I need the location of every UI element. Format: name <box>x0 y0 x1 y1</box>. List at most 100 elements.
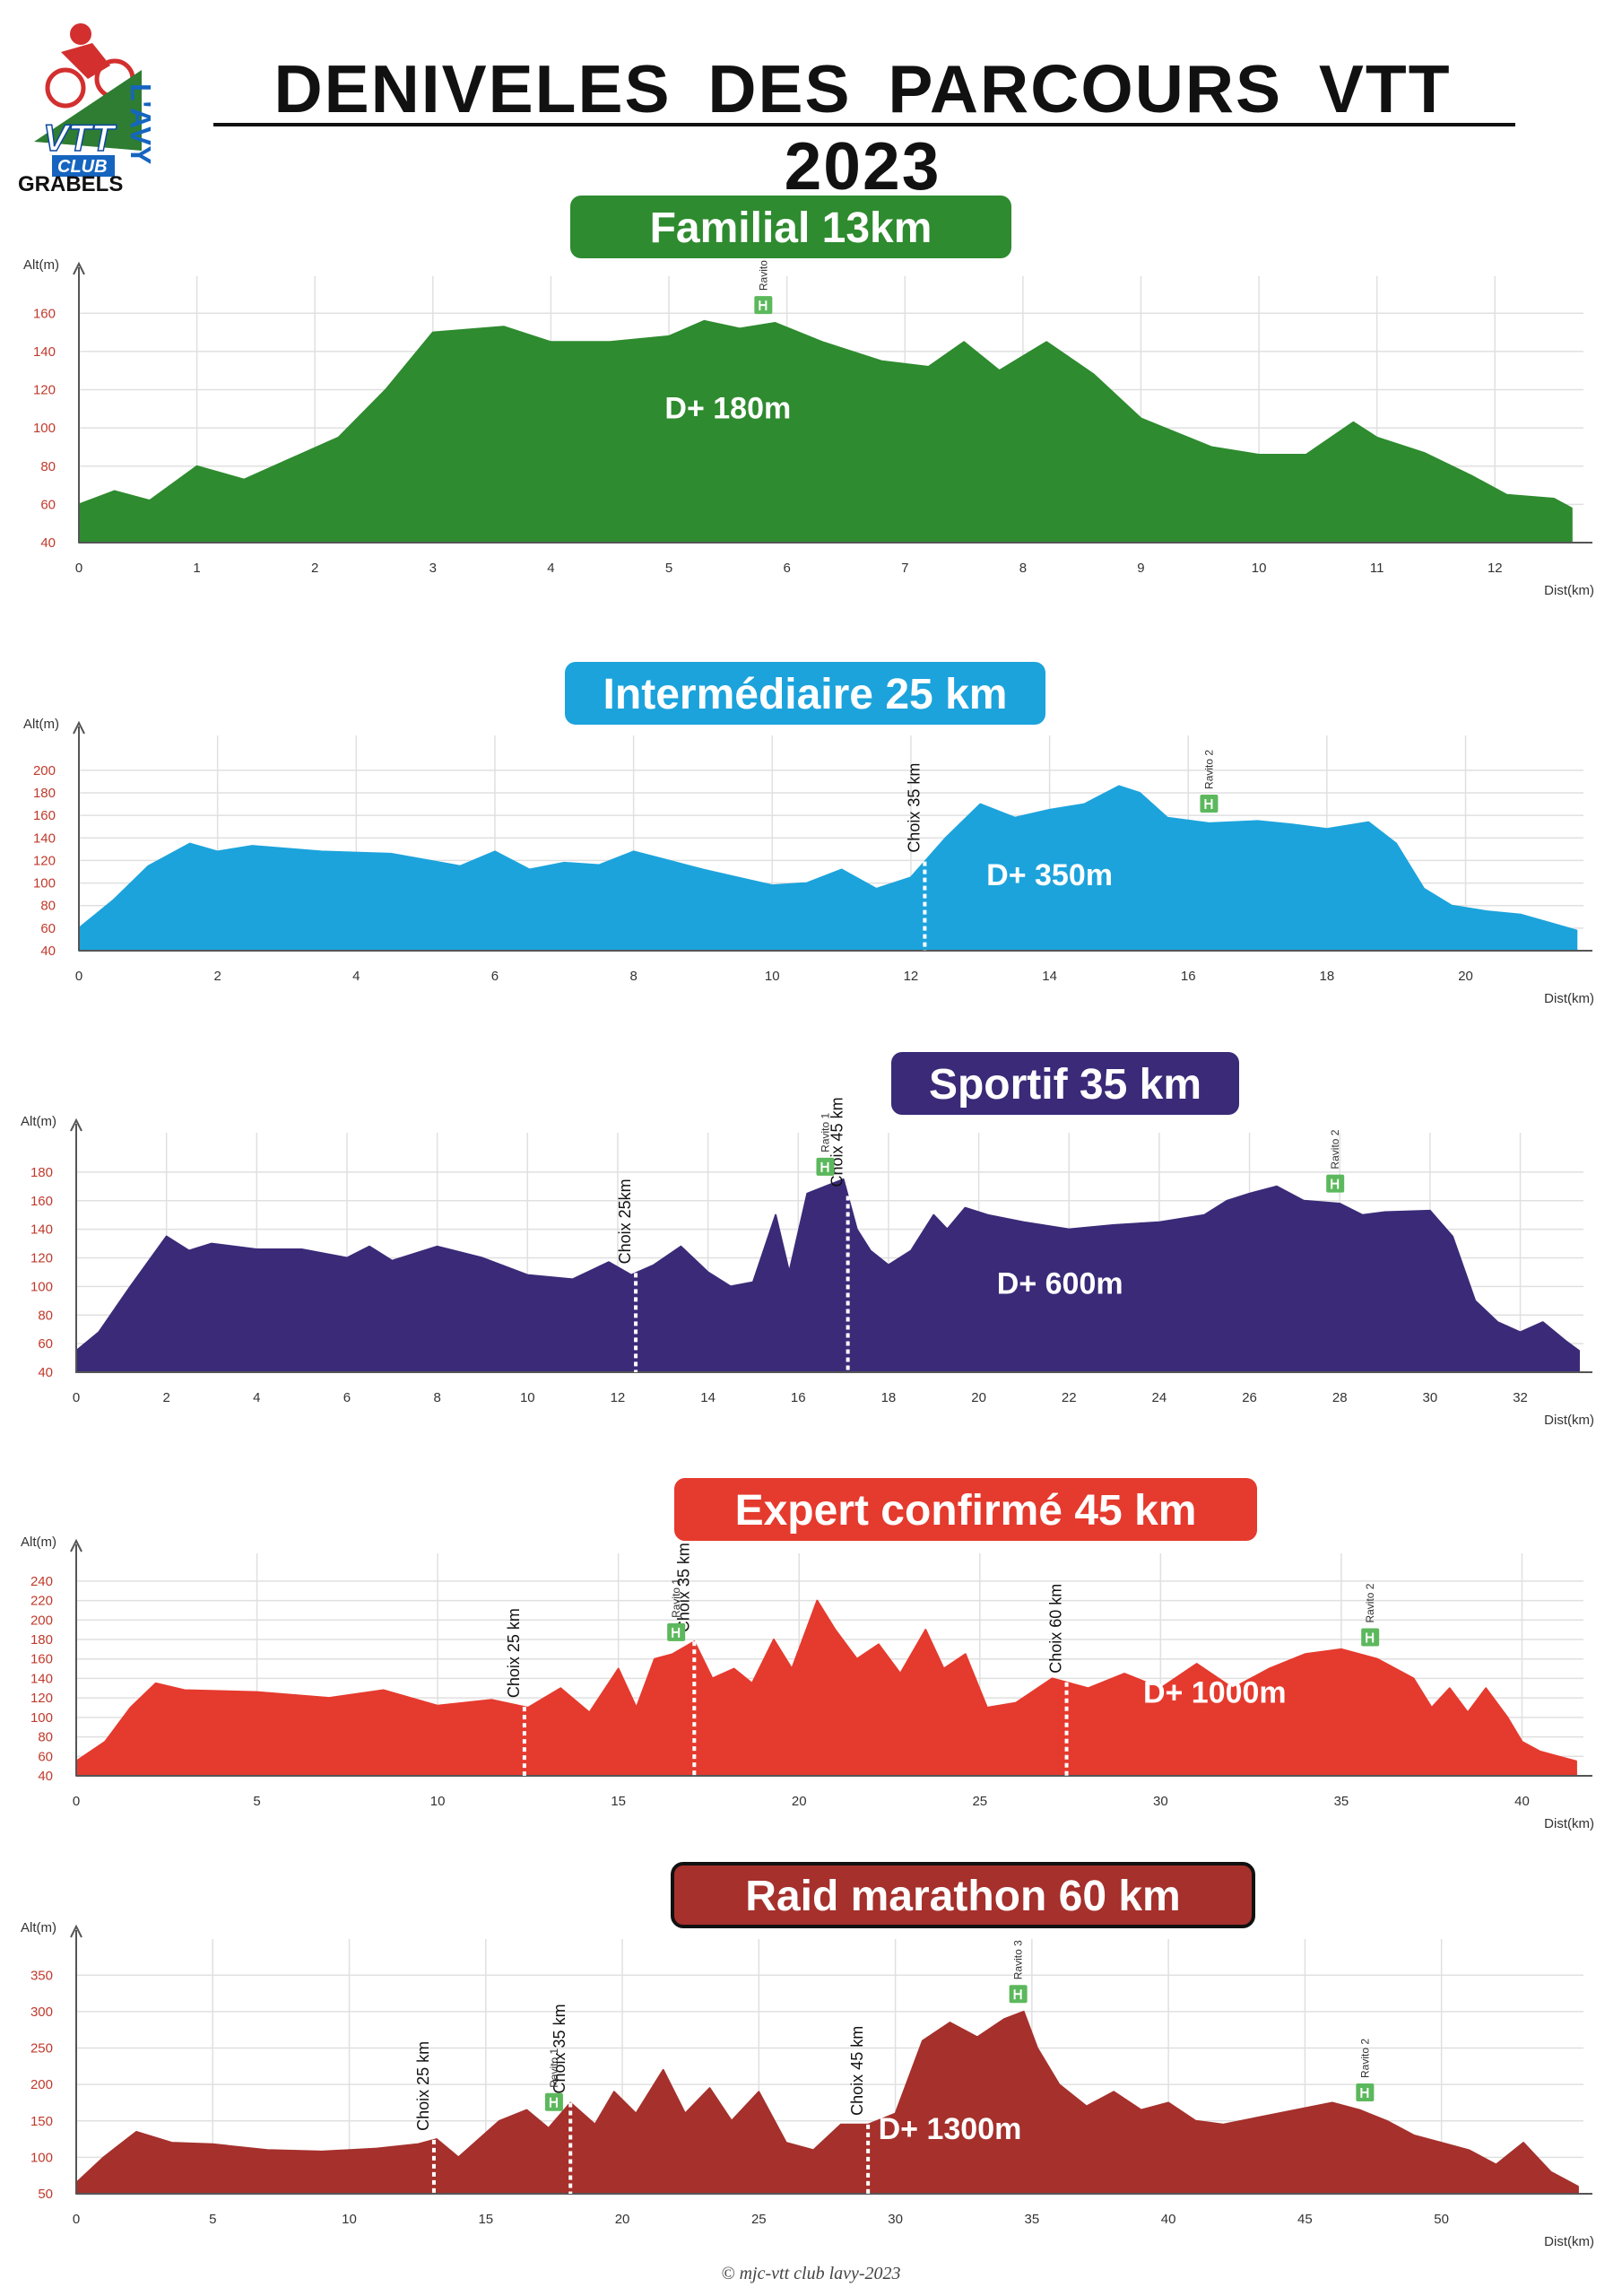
y-tick-label: 220 <box>30 1594 53 1609</box>
y-tick-label: 100 <box>30 1279 53 1294</box>
x-tick-label: 40 <box>1514 1794 1530 1809</box>
elevation-area <box>78 785 1578 952</box>
chart-title: Expert confirmé 45 km <box>735 1487 1197 1535</box>
y-axis-arrow <box>70 1118 82 1132</box>
ravito-marker: Ravito 1 <box>544 2048 563 2111</box>
elevation-area <box>75 1178 1580 1373</box>
x-tick-label: 10 <box>342 2212 357 2227</box>
chart-title-background <box>570 196 1011 258</box>
y-tick-label: 100 <box>33 876 56 891</box>
ravito-marker: Ravito 2 <box>1326 1129 1345 1193</box>
y-tick-label: 80 <box>38 1308 53 1323</box>
y-tick-label: 180 <box>30 1632 53 1648</box>
ravito-label: Ravito 2 <box>1329 1129 1341 1169</box>
x-tick-label: 3 <box>429 561 437 576</box>
y-tick-label: 80 <box>40 459 56 474</box>
x-tick-label: 14 <box>1042 969 1057 984</box>
ravito-label: Ravito 1 <box>548 2048 560 2087</box>
choice-label: Choix 25 km <box>505 1608 523 1698</box>
fork-knife-icon <box>1013 1989 1022 2000</box>
x-tick-label: 35 <box>1025 2212 1040 2227</box>
x-tick-label: 14 <box>700 1390 716 1405</box>
chart-title: Intermédiaire 25 km <box>603 671 1008 718</box>
y-tick-label: 180 <box>30 1165 53 1180</box>
x-tick-label: 50 <box>1434 2212 1449 2227</box>
x-tick-label: 6 <box>343 1390 351 1405</box>
x-tick-label: 8 <box>1019 561 1027 576</box>
elevation-gain-label: D+ 350m <box>986 858 1113 892</box>
x-tick-label: 11 <box>1370 561 1384 576</box>
chart-title: Familial 13km <box>650 204 932 252</box>
y-axis-label: Alt(m) <box>21 1920 56 1935</box>
ravito-marker: Ravito 1 <box>667 1578 686 1641</box>
fork-knife-icon <box>1204 798 1213 809</box>
ravito-label: Ravito 1 <box>819 1112 831 1152</box>
y-tick-label: 100 <box>33 421 56 436</box>
x-tick-label: 0 <box>73 1390 80 1405</box>
x-tick-label: 0 <box>75 561 82 576</box>
x-tick-label: 12 <box>904 969 919 984</box>
y-tick-label: 240 <box>30 1574 53 1589</box>
club-logo: VTT CLUB L'AVY <box>25 16 157 200</box>
x-tick-label: 0 <box>75 969 82 984</box>
choice-label: Choix 35 km <box>674 1543 692 1632</box>
x-tick-label: 25 <box>751 2212 767 2227</box>
y-tick-label: 140 <box>33 831 56 846</box>
x-tick-label: 30 <box>1423 1390 1438 1405</box>
ravito-label: Ravito 3 <box>1012 1940 1025 1979</box>
x-tick-label: 6 <box>783 561 790 576</box>
elevation-area <box>75 2010 1579 2195</box>
y-tick-label: 60 <box>40 497 56 512</box>
fork-knife-icon <box>759 300 768 311</box>
x-tick-label: 4 <box>547 561 554 576</box>
y-tick-label: 250 <box>30 2041 53 2057</box>
elevation-gain-label: D+ 1000m <box>1143 1676 1287 1710</box>
y-tick-label: 40 <box>40 944 56 959</box>
x-tick-label: 4 <box>253 1390 260 1405</box>
y-tick-label: 200 <box>30 1613 53 1628</box>
x-tick-label: 20 <box>1458 969 1473 984</box>
x-tick-label: 16 <box>1181 969 1196 984</box>
fork-knife-icon <box>672 1627 681 1638</box>
x-axis-label: Dist(km) <box>1544 583 1594 598</box>
ravito-marker: Ravito 3 <box>1009 1940 1028 2004</box>
x-tick-label: 15 <box>478 2212 493 2227</box>
elevation-gain-label: D+ 1300m <box>879 2112 1022 2146</box>
y-tick-label: 100 <box>30 2150 53 2165</box>
x-tick-label: 8 <box>433 1390 440 1405</box>
choice-label: Choix 60 km <box>1047 1584 1065 1674</box>
x-tick-label: 24 <box>1152 1390 1167 1405</box>
y-tick-label: 80 <box>40 899 56 914</box>
x-tick-label: 45 <box>1297 2212 1313 2227</box>
y-tick-label: 60 <box>40 921 56 936</box>
x-tick-label: 4 <box>352 969 360 984</box>
fork-knife-icon <box>1331 1178 1340 1189</box>
y-tick-label: 180 <box>33 786 56 801</box>
y-tick-label: 120 <box>30 1691 53 1706</box>
fork-knife-icon <box>1366 1632 1375 1643</box>
elevation-area <box>78 319 1573 544</box>
y-axis-arrow <box>70 1924 82 1938</box>
elevation-area <box>75 1599 1577 1777</box>
x-tick-label: 6 <box>491 969 499 984</box>
y-tick-label: 300 <box>30 2005 53 2020</box>
x-tick-label: 35 <box>1334 1794 1349 1809</box>
x-tick-label: 30 <box>888 2212 903 2227</box>
y-tick-label: 60 <box>38 1336 53 1352</box>
x-axis-label: Dist(km) <box>1544 991 1594 1006</box>
y-tick-label: 350 <box>30 1968 53 1983</box>
ravito-label: Ravito 1 <box>670 1578 682 1618</box>
chart-title-pill: Intermédiaire 25 km <box>565 662 1045 725</box>
x-tick-label: 26 <box>1242 1390 1257 1405</box>
fork-knife-icon <box>549 2097 558 2108</box>
choice-label: Choix 45 km <box>848 2026 866 2116</box>
y-tick-label: 80 <box>38 1730 53 1745</box>
chart-title-background <box>674 1478 1257 1541</box>
y-tick-label: 120 <box>33 383 56 398</box>
x-tick-label: 15 <box>611 1794 626 1809</box>
chart-title: Sportif 35 km <box>929 1061 1201 1109</box>
x-tick-label: 9 <box>1137 561 1144 576</box>
y-tick-label: 140 <box>30 1222 53 1238</box>
